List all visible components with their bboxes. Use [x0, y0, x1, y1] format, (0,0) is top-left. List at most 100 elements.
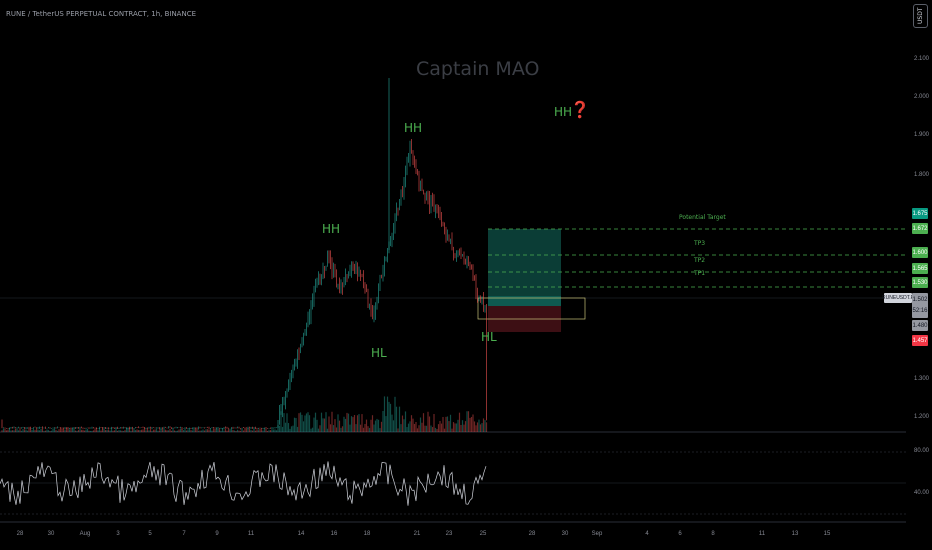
volume-bar — [391, 414, 393, 432]
candlesticks[interactable] — [1, 78, 487, 430]
volume-bar — [302, 421, 305, 432]
volume-bar — [295, 418, 297, 432]
volume-bar — [454, 423, 456, 432]
volume-bar — [314, 412, 317, 432]
hl-label-left: HL — [371, 346, 387, 360]
time-tick: 25 — [479, 531, 487, 537]
volume-bar — [350, 416, 353, 432]
volume-bar — [199, 430, 201, 432]
volume-bar — [409, 421, 411, 432]
volume-bar — [4, 428, 6, 432]
volume-bar — [268, 430, 270, 432]
volume-bar — [226, 430, 228, 432]
volume-bar — [275, 430, 278, 432]
volume-bar — [478, 419, 480, 432]
time-tick: 13 — [791, 531, 799, 537]
volume-bar — [229, 429, 231, 432]
time-axis[interactable]: 28 30 Aug 3 5 7 9 11 14 16 18 21 23 25 2… — [0, 528, 906, 550]
volume-bar — [118, 430, 120, 432]
volume-bar — [473, 421, 476, 432]
volume-bar — [193, 428, 195, 432]
volume-bar — [194, 428, 197, 432]
volume-bar — [13, 430, 15, 432]
volume-bar — [167, 430, 170, 432]
volume-bar — [41, 428, 44, 432]
volume-bar — [218, 429, 221, 432]
volume-bar — [146, 428, 149, 432]
volume-bar — [40, 428, 42, 432]
price-badge-1480: 1.480 — [912, 320, 928, 331]
rsi-tick: 80.00 — [913, 448, 929, 454]
volume-bar — [25, 429, 27, 432]
volume-bar — [236, 429, 239, 432]
volume-bar — [58, 429, 60, 432]
volume-bar — [14, 428, 17, 432]
volume-bar — [94, 429, 96, 432]
volume-bar — [346, 412, 348, 432]
volume-bar — [8, 428, 11, 432]
price-axis[interactable]: 2.100 2.000 1.900 1.800 1.300 1.200 80.0… — [906, 0, 932, 520]
volume-bar — [76, 430, 78, 432]
volume-bar — [359, 424, 362, 432]
volume-bar — [173, 430, 176, 432]
volume-bar — [469, 417, 471, 432]
volume-bar — [290, 426, 293, 432]
volume-bar — [472, 414, 474, 432]
volume-bar — [356, 415, 359, 432]
volume-bar — [379, 428, 381, 432]
price-badge-1600: 1.600 — [912, 247, 928, 258]
volume-bar — [328, 416, 330, 432]
volume-bar — [253, 428, 255, 432]
volume-bar — [74, 430, 77, 432]
hh-label-left: HH — [322, 222, 341, 236]
volume-bar — [248, 428, 251, 432]
volume-bar — [116, 430, 119, 432]
volume-bar — [481, 423, 483, 432]
tp1-label: TP1 — [694, 270, 706, 277]
entry-rectangle[interactable] — [477, 297, 586, 320]
volume-bar — [56, 430, 59, 432]
volume-bar — [211, 430, 213, 432]
volume-bar — [386, 396, 389, 432]
volume-bar — [305, 413, 308, 432]
volume-bar — [100, 430, 102, 432]
volume-bar — [281, 426, 284, 432]
price-chart[interactable] — [0, 0, 906, 528]
volume-bar — [482, 418, 485, 432]
volume-bar — [337, 414, 339, 432]
volume-bar — [383, 396, 386, 432]
volume-bar — [176, 430, 179, 432]
volume-bar — [7, 429, 9, 432]
time-tick: 11 — [247, 531, 255, 537]
volume-bar — [341, 426, 344, 432]
volume-bar — [466, 411, 468, 432]
volume-bar — [254, 430, 257, 432]
volume-bar — [358, 414, 360, 432]
target-zone[interactable] — [488, 229, 561, 298]
volume-bar — [122, 430, 125, 432]
time-tick: 3 — [116, 531, 120, 537]
volume-bar — [70, 428, 72, 432]
volume-bar — [392, 420, 395, 432]
volume-bar — [110, 428, 113, 432]
volume-bar — [332, 425, 335, 432]
volume-bar — [19, 429, 21, 432]
volume-bar — [484, 420, 486, 432]
volume-bar — [340, 427, 342, 432]
volume-bar — [196, 429, 198, 432]
volume-bar — [410, 415, 413, 432]
volume-bar — [421, 422, 423, 432]
volume-bar — [205, 429, 207, 432]
volume-bar — [92, 430, 95, 432]
volume-bar — [143, 428, 146, 432]
volume-bar — [355, 424, 357, 432]
volume-bar — [17, 430, 20, 432]
volume-bars — [1, 396, 488, 432]
volume-bar — [245, 428, 248, 432]
price-badge-1457: 1.457 — [912, 335, 928, 346]
volume-bar — [53, 428, 56, 432]
volume-bar — [445, 416, 447, 432]
volume-bar — [154, 429, 156, 432]
time-tick: 11 — [758, 531, 766, 537]
volume-bar — [286, 413, 288, 432]
